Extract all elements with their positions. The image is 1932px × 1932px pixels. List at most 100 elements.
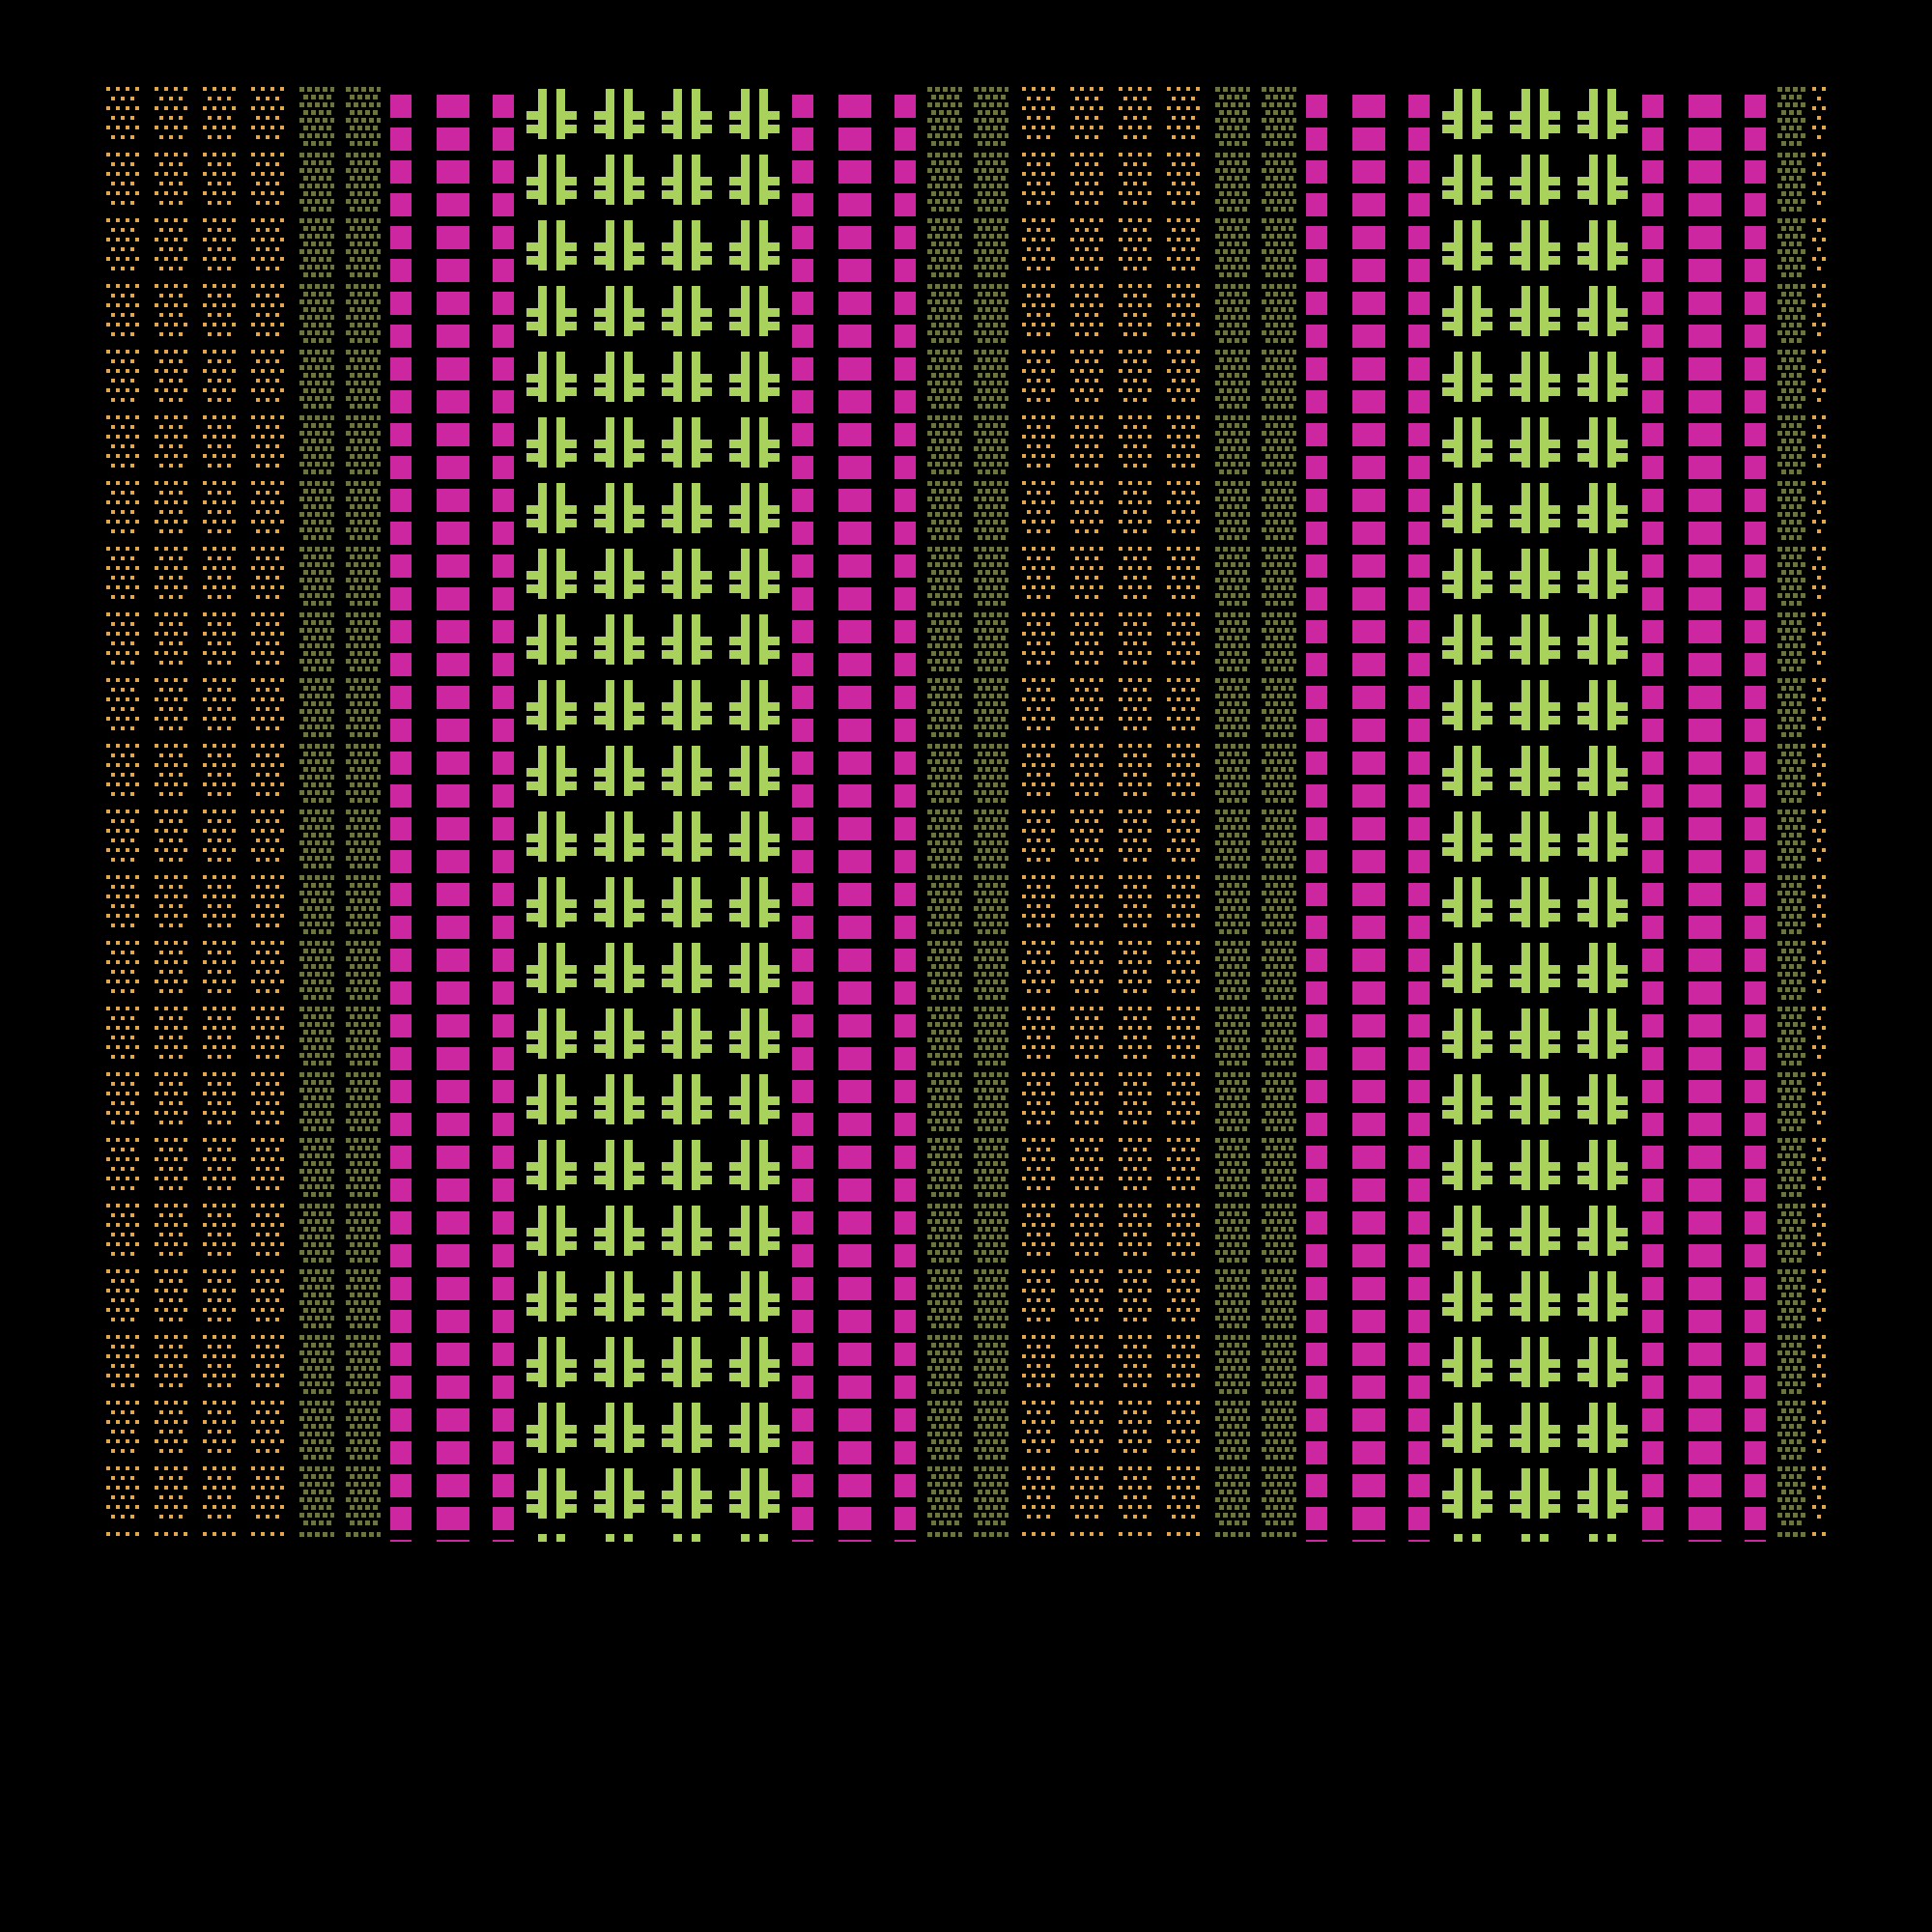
pattern-column-7-block-band (390, 85, 412, 1542)
motif-block-band-icon (895, 95, 916, 1542)
motif-block-band-icon (437, 95, 469, 1542)
pattern-column-20-dot-grid (1070, 85, 1105, 1542)
motif-cross-lattice (1442, 85, 1492, 1542)
motif-dot-grid-icon (1215, 87, 1250, 1537)
motif-cross-lattice (729, 85, 780, 1542)
motif-block-band (1352, 85, 1385, 1542)
motif-dot-grid-icon (203, 87, 236, 1536)
pattern-column-30-cross-lattice (1577, 85, 1628, 1542)
pattern-column-23-dot-grid (1215, 85, 1250, 1542)
pattern-column-8-block-band (437, 85, 469, 1542)
motif-dot-grid-icon (1812, 87, 1826, 1536)
motif-dot-grid-icon (974, 87, 1009, 1537)
pattern-column-12-cross-lattice (662, 85, 712, 1542)
motif-cross-lattice-icon (729, 89, 780, 1542)
motif-block-band (1745, 85, 1766, 1542)
motif-dot-grid-icon (1119, 87, 1151, 1536)
motif-dot-grid-icon (1070, 87, 1103, 1536)
motif-block-band (493, 85, 514, 1542)
motif-block-band-icon (1642, 95, 1663, 1542)
motif-cross-lattice-icon (526, 89, 577, 1542)
pattern-column-28-cross-lattice (1442, 85, 1492, 1542)
pattern-column-9-block-band (493, 85, 514, 1542)
pattern-column-29-cross-lattice (1510, 85, 1560, 1542)
motif-dot-grid (974, 85, 1009, 1542)
motif-dot-grid (1022, 85, 1057, 1542)
pattern-column-35-dot-grid (1812, 85, 1828, 1542)
motif-cross-lattice (1510, 85, 1560, 1542)
motif-block-band-icon (1352, 95, 1385, 1542)
pattern-column-6-dot-grid (346, 85, 381, 1542)
motif-dot-grid-icon (1167, 87, 1200, 1536)
motif-block-band (1306, 85, 1327, 1542)
motif-dot-grid-icon (155, 87, 187, 1536)
motif-dot-grid (1262, 85, 1296, 1542)
motif-block-band-icon (1306, 95, 1327, 1542)
pattern-column-31-block-band (1642, 85, 1663, 1542)
motif-block-band (1408, 85, 1430, 1542)
pattern-column-1-dot-grid (106, 85, 141, 1542)
motif-cross-lattice-icon (1577, 89, 1628, 1542)
pattern-column-16-block-band (895, 85, 916, 1542)
motif-dot-grid-icon (1777, 87, 1805, 1537)
motif-dot-grid-icon (927, 87, 962, 1537)
motif-block-band-icon (1408, 95, 1430, 1542)
motif-block-band-icon (1689, 95, 1721, 1542)
motif-block-band-icon (390, 95, 412, 1542)
pattern-column-14-block-band (792, 85, 813, 1542)
motif-dot-grid (251, 85, 286, 1542)
pattern-column-21-dot-grid (1119, 85, 1153, 1542)
motif-dot-grid (299, 85, 334, 1542)
motif-cross-lattice-icon (594, 89, 644, 1542)
motif-cross-lattice-icon (662, 89, 712, 1542)
motif-block-band-icon (792, 95, 813, 1542)
motif-dot-grid (927, 85, 962, 1542)
pattern-column-10-cross-lattice (526, 85, 577, 1542)
pattern-column-4-dot-grid (251, 85, 286, 1542)
pattern-stage (106, 85, 1828, 1542)
motif-block-band (1642, 85, 1663, 1542)
motif-dot-grid-icon (1262, 87, 1296, 1537)
motif-cross-lattice-icon (1510, 89, 1560, 1542)
pattern-column-5-dot-grid (299, 85, 334, 1542)
pattern-column-22-dot-grid (1167, 85, 1202, 1542)
pattern-column-33-block-band (1745, 85, 1766, 1542)
pattern-column-3-dot-grid (203, 85, 238, 1542)
pattern-column-15-block-band (838, 85, 871, 1542)
pattern-column-25-block-band (1306, 85, 1327, 1542)
motif-dot-grid-icon (106, 87, 139, 1536)
motif-dot-grid (1215, 85, 1250, 1542)
motif-block-band-icon (1745, 95, 1766, 1542)
motif-dot-grid-icon (299, 87, 334, 1537)
motif-cross-lattice (526, 85, 577, 1542)
motif-block-band-icon (493, 95, 514, 1542)
motif-block-band (1689, 85, 1721, 1542)
motif-block-band (838, 85, 871, 1542)
pattern-column-26-block-band (1352, 85, 1385, 1542)
pattern-column-24-dot-grid (1262, 85, 1296, 1542)
motif-dot-grid (1812, 85, 1828, 1542)
motif-cross-lattice (594, 85, 644, 1542)
motif-dot-grid-icon (251, 87, 284, 1536)
motif-cross-lattice-icon (1442, 89, 1492, 1542)
pattern-column-17-dot-grid (927, 85, 962, 1542)
motif-dot-grid (1167, 85, 1202, 1542)
motif-block-band-icon (838, 95, 871, 1542)
pattern-column-27-block-band (1408, 85, 1430, 1542)
motif-dot-grid (155, 85, 189, 1542)
pattern-column-32-block-band (1689, 85, 1721, 1542)
motif-dot-grid (203, 85, 238, 1542)
motif-cross-lattice (1577, 85, 1628, 1542)
motif-block-band (390, 85, 412, 1542)
motif-block-band (437, 85, 469, 1542)
pattern-column-2-dot-grid (155, 85, 189, 1542)
motif-block-band (792, 85, 813, 1542)
motif-dot-grid (346, 85, 381, 1542)
pattern-column-18-dot-grid (974, 85, 1009, 1542)
pattern-column-11-cross-lattice (594, 85, 644, 1542)
motif-dot-grid (1777, 85, 1806, 1542)
pattern-column-19-dot-grid (1022, 85, 1057, 1542)
motif-dot-grid (1070, 85, 1105, 1542)
motif-dot-grid (106, 85, 141, 1542)
